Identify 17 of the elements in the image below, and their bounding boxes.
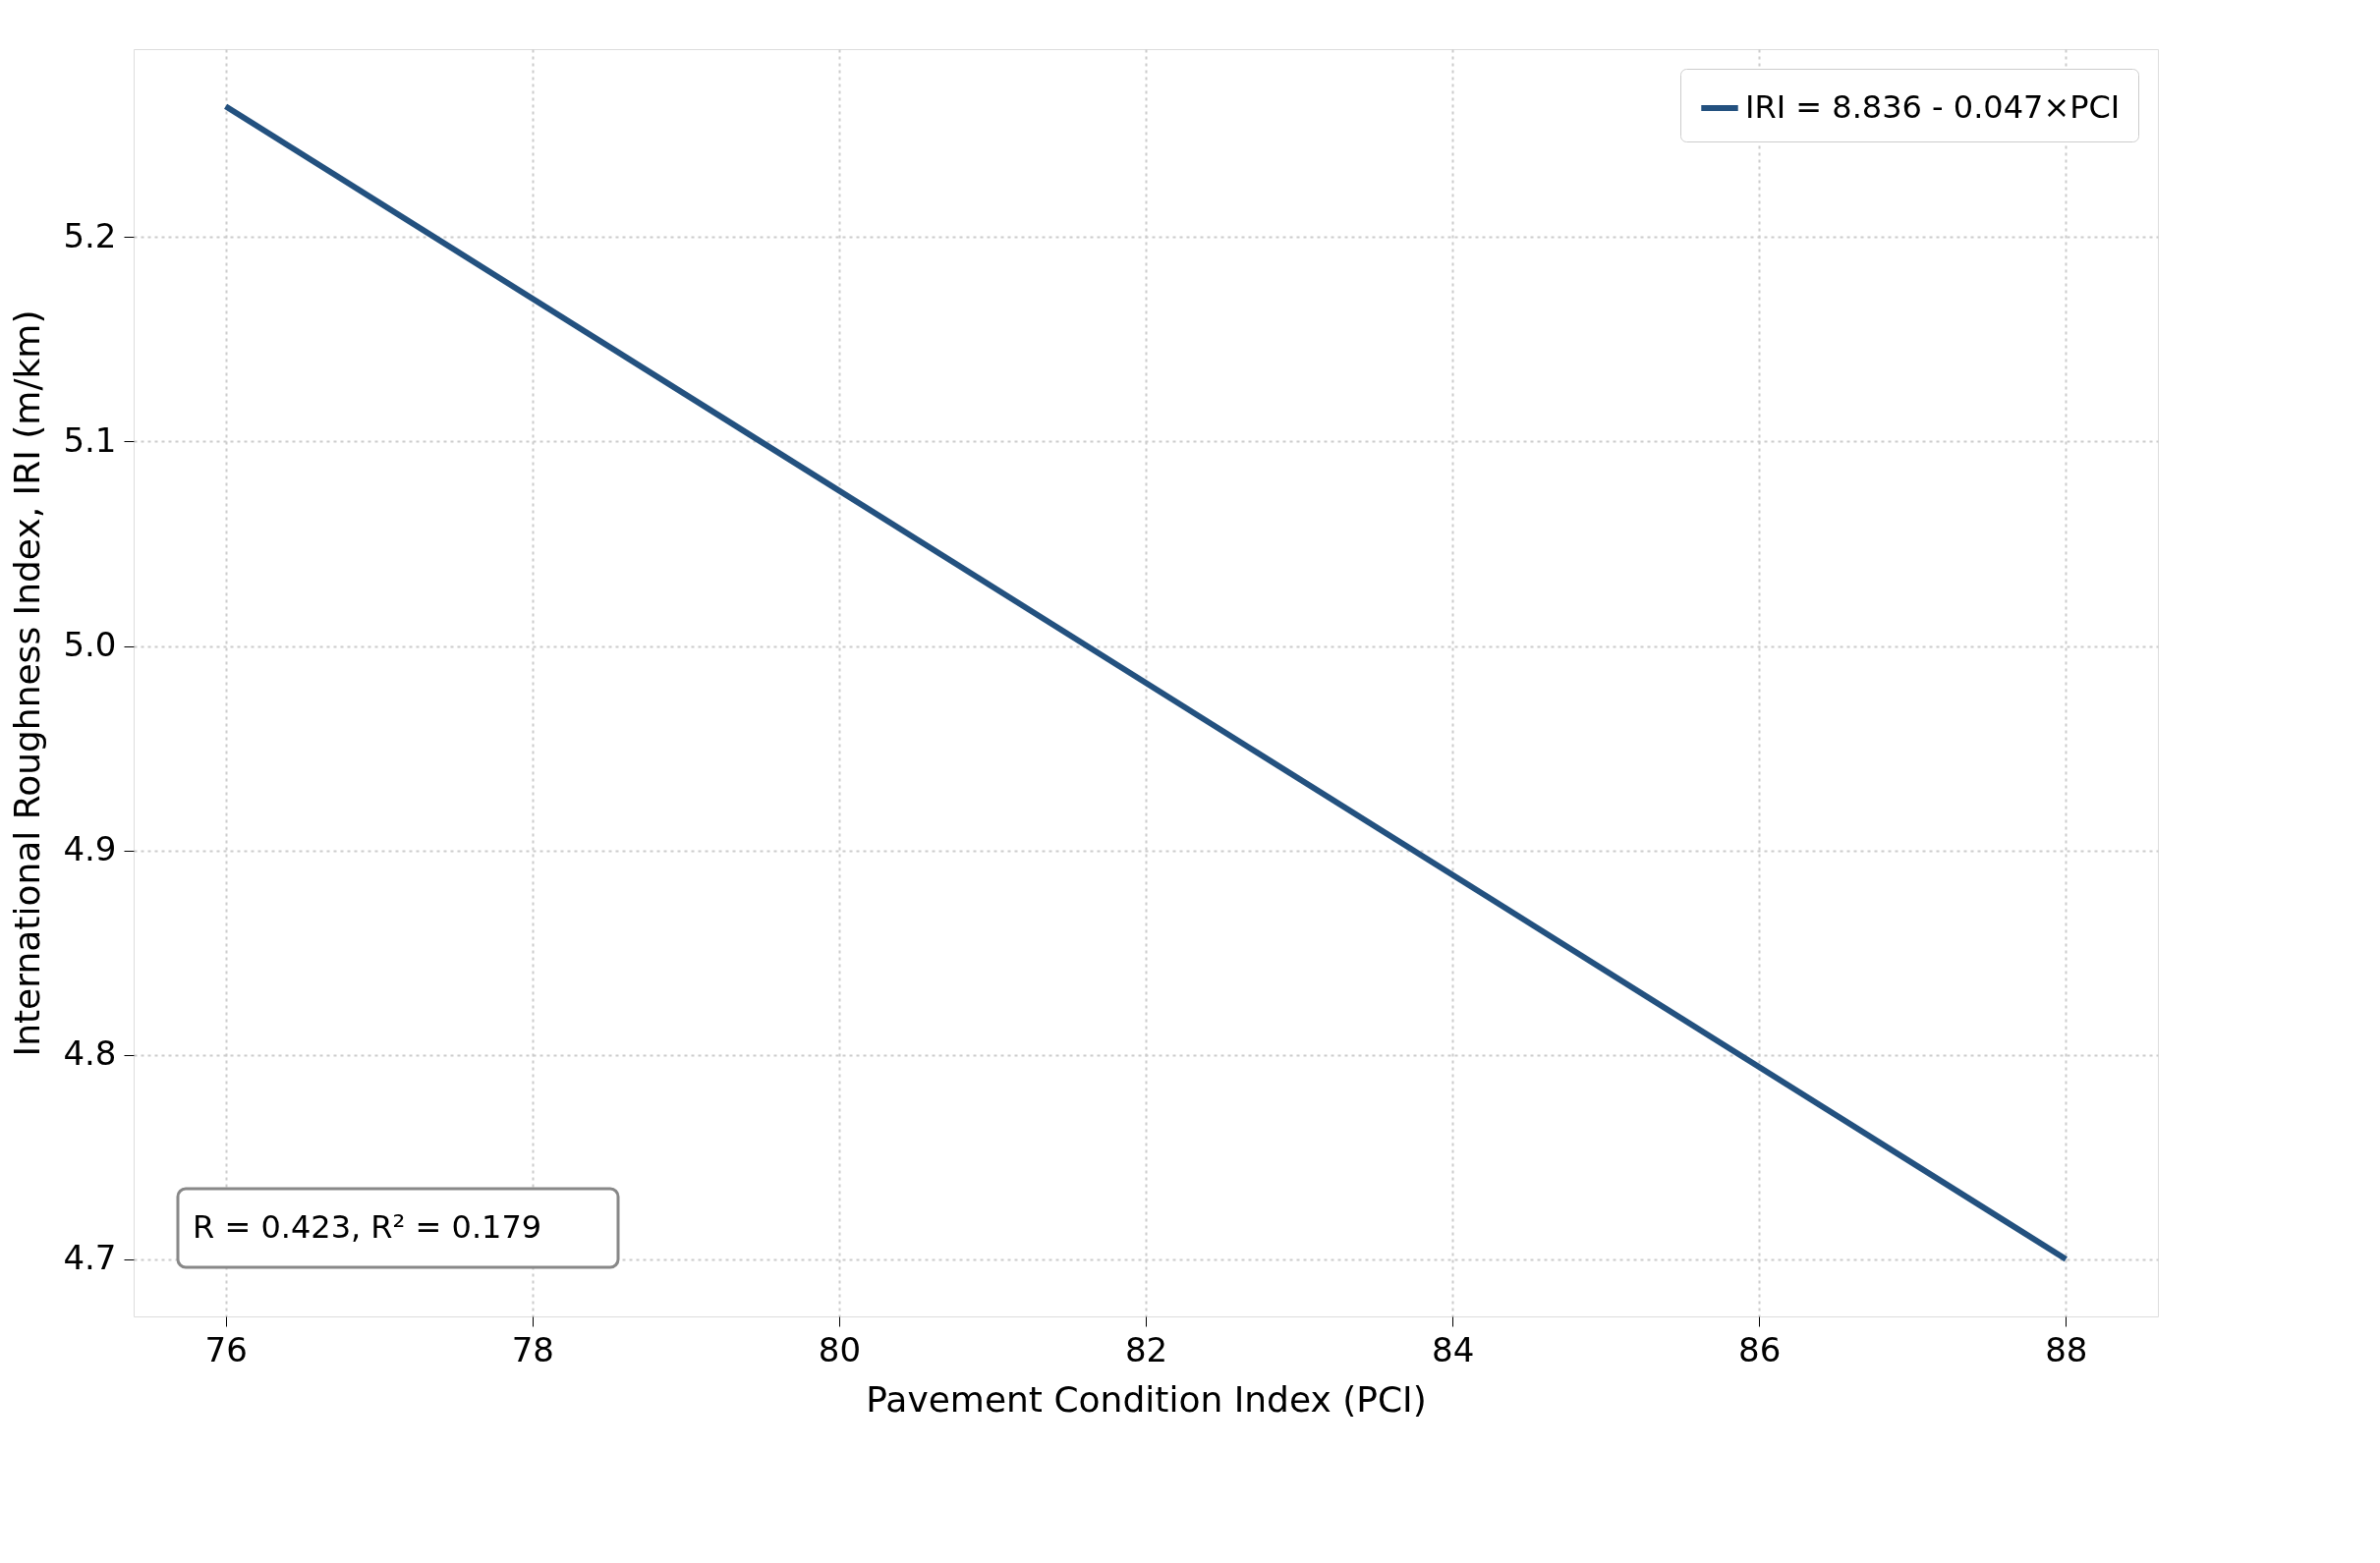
y-tick-label: 4.7 bbox=[63, 1238, 117, 1278]
y-tick-label: 4.9 bbox=[63, 829, 117, 869]
x-tick-label: 88 bbox=[2045, 1329, 2088, 1369]
y-tick-label: 5.2 bbox=[63, 215, 117, 255]
x-tick-label: 84 bbox=[1431, 1329, 1475, 1369]
x-tick-label: 76 bbox=[204, 1329, 248, 1369]
annotation: R = 0.423, R² = 0.179 bbox=[193, 1208, 542, 1246]
x-axis-title: Pavement Condition Index (PCI) bbox=[866, 1378, 1427, 1420]
x-tick-label: 78 bbox=[511, 1329, 554, 1369]
y-tick-label: 5.1 bbox=[63, 419, 117, 460]
y-tick-label: 4.8 bbox=[63, 1033, 117, 1074]
x-tick-label: 80 bbox=[818, 1329, 862, 1369]
x-tick-label: 82 bbox=[1124, 1329, 1168, 1369]
y-axis-title: International Roughness Index, IRI (m/km) bbox=[7, 309, 48, 1057]
y-tick-label: 5.0 bbox=[63, 625, 117, 665]
legend-label: IRI = 8.836 - 0.047×PCI bbox=[1745, 88, 2121, 126]
x-tick-label: 86 bbox=[1738, 1329, 1782, 1369]
